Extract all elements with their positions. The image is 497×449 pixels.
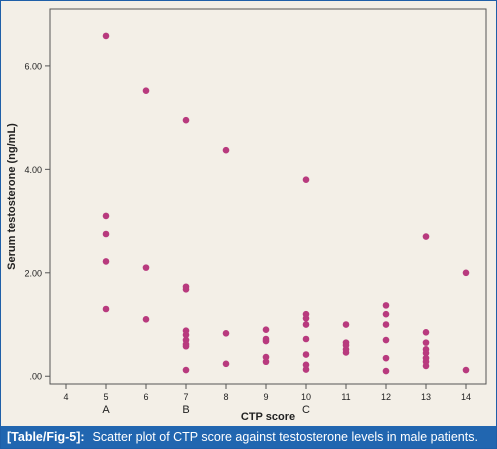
data-point	[422, 233, 430, 240]
data-point	[462, 366, 470, 374]
data-point	[262, 326, 270, 333]
data-point	[262, 337, 270, 345]
data-point	[382, 302, 390, 309]
ctp-class-label: A	[102, 404, 110, 416]
caption-text: Scatter plot of CTP score against testos…	[92, 430, 478, 444]
x-tick-label: 5	[103, 392, 108, 402]
data-point	[102, 212, 110, 220]
data-point	[102, 258, 110, 265]
data-point	[222, 146, 230, 154]
data-point	[422, 349, 430, 357]
data-point	[262, 358, 270, 366]
ctp-class-label: B	[182, 404, 189, 416]
data-point	[142, 316, 150, 323]
figure-caption: [Table/Fig-5]: Scatter plot of CTP score …	[1, 426, 496, 448]
x-tick-label: 13	[421, 392, 431, 402]
y-tick-label: 2.00	[24, 268, 42, 278]
x-tick-label: 7	[183, 392, 188, 402]
scatter-chart: .00 2.00 4.00 6.00 4 5 6 7 8 9 10 11 12 13 14 A B C CTP sc…	[6, 8, 487, 423]
data-point	[342, 349, 350, 356]
data-point	[342, 321, 350, 328]
data-point	[382, 310, 390, 318]
data-point	[182, 366, 190, 374]
data-point	[102, 32, 110, 40]
data-point	[222, 360, 230, 368]
data-point	[142, 87, 150, 95]
x-tick-label: 6	[143, 392, 148, 402]
data-point	[382, 367, 390, 375]
data-point	[142, 264, 150, 271]
data-point	[302, 335, 310, 343]
y-tick-label: 4.00	[24, 165, 42, 175]
x-tick-label: 4	[63, 392, 68, 402]
data-point	[382, 321, 390, 328]
data-point	[422, 328, 430, 336]
plot-frame	[49, 8, 487, 385]
data-point	[302, 351, 310, 358]
data-point	[422, 339, 430, 346]
data-point	[382, 336, 390, 344]
data-point	[102, 305, 110, 313]
data-point	[302, 321, 310, 328]
caption-tag: [Table/Fig-5]:	[7, 430, 85, 444]
data-point	[462, 269, 470, 277]
x-axis-title: CTP score	[241, 411, 295, 423]
x-tick-label: 8	[223, 392, 228, 402]
y-tick-label: 6.00	[24, 61, 42, 71]
x-tick-label: 14	[461, 392, 471, 402]
data-point	[302, 176, 310, 183]
data-point	[182, 342, 190, 350]
data-point	[422, 362, 430, 370]
chart-points	[102, 32, 470, 375]
data-point	[302, 366, 310, 373]
y-axis-title: Serum testosterone (ng/mL)	[6, 123, 18, 270]
x-tick-label: 9	[263, 392, 268, 402]
x-tick-label: 10	[301, 392, 311, 402]
x-tick-label: 12	[381, 392, 391, 402]
data-point	[302, 361, 310, 369]
y-tick-label: .00	[29, 372, 42, 382]
ctp-class-label: C	[302, 404, 310, 416]
data-point	[102, 230, 110, 238]
data-point	[262, 353, 270, 361]
chart-axes: .00 2.00 4.00 6.00 4 5 6 7 8 9 10 11 12 13 14 A B C CTP sc…	[6, 8, 487, 423]
data-point	[182, 286, 190, 293]
data-point	[382, 354, 390, 362]
data-point	[182, 331, 190, 339]
x-tick-label: 11	[341, 392, 350, 402]
plot-area	[1, 1, 496, 426]
data-point	[182, 116, 190, 124]
data-point	[222, 330, 230, 337]
data-point	[302, 315, 310, 322]
